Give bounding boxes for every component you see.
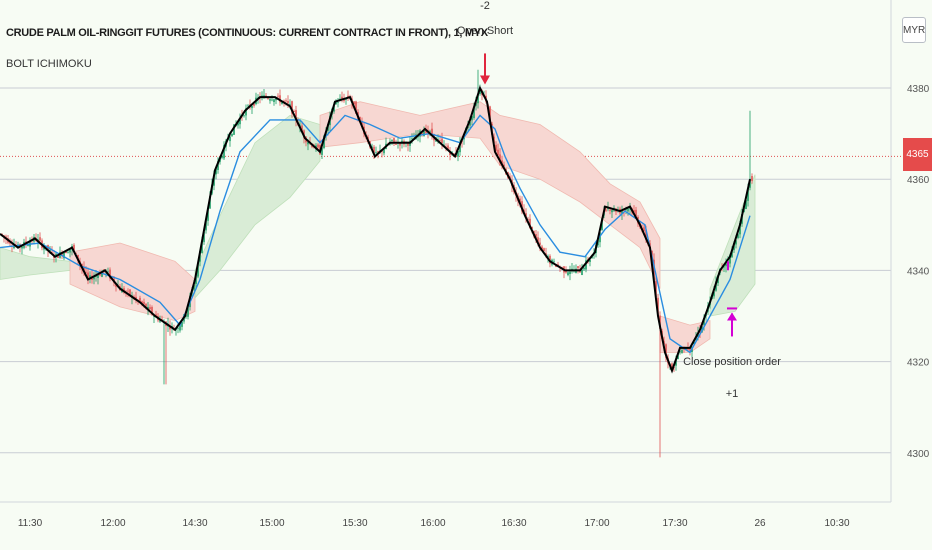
bull-candle bbox=[269, 97, 271, 104]
bear-candle bbox=[563, 266, 565, 279]
x-tick-label: 15:30 bbox=[342, 518, 367, 529]
x-tick-label: 17:00 bbox=[584, 518, 609, 529]
open-short-arrow-head bbox=[480, 75, 490, 85]
indicator-lines bbox=[0, 85, 751, 374]
bear-candle bbox=[135, 291, 137, 304]
bear-candle bbox=[293, 109, 295, 112]
x-tick-label: 12:00 bbox=[100, 518, 125, 529]
bull-candle bbox=[231, 133, 233, 137]
bull-candle bbox=[217, 157, 219, 174]
bull-candle bbox=[723, 265, 725, 272]
bear-candle bbox=[279, 89, 281, 106]
bull-candle bbox=[571, 263, 573, 274]
bear-candle bbox=[317, 143, 319, 149]
bear-candle bbox=[751, 173, 753, 184]
cloud-segment-bear bbox=[69, 242, 196, 322]
y-tick-label: 4360 bbox=[907, 175, 930, 186]
x-tick-label: 16:00 bbox=[420, 518, 445, 529]
bull-candle bbox=[409, 137, 411, 152]
cloud-segment-bear bbox=[319, 101, 661, 289]
x-tick-label: 10:30 bbox=[824, 518, 849, 529]
bull-candle bbox=[243, 114, 245, 118]
bull-candle bbox=[749, 110, 751, 191]
bull-candle bbox=[611, 208, 613, 218]
bull-candle bbox=[573, 265, 575, 273]
close-position-arrow-head bbox=[727, 312, 737, 321]
trade-annotations: -2 Open Short Close position order +1 bbox=[457, 0, 781, 400]
bear-candle bbox=[127, 288, 129, 298]
bull-candle bbox=[21, 245, 23, 255]
bull-candle bbox=[375, 146, 377, 154]
bull-candle bbox=[589, 259, 591, 267]
bull-candle bbox=[163, 319, 165, 385]
indicator-legend[interactable]: BOLT ICHIMOKU bbox=[6, 58, 92, 70]
bear-candle bbox=[87, 267, 89, 285]
bull-candle bbox=[457, 150, 459, 162]
x-tick-label: 26 bbox=[754, 518, 766, 529]
bear-candle bbox=[399, 142, 401, 152]
y-tick-label: 4320 bbox=[907, 358, 930, 369]
last-price-tag: 4365 bbox=[903, 138, 932, 171]
close-position-label: Close position order bbox=[683, 356, 781, 368]
bear-candle bbox=[155, 310, 157, 317]
open-short-label: Open Short bbox=[457, 25, 513, 37]
bull-candle bbox=[477, 69, 479, 109]
bear-candle bbox=[295, 105, 297, 127]
y-tick-label: 4340 bbox=[907, 266, 930, 277]
currency-button[interactable]: MYR bbox=[902, 17, 926, 43]
bear-candle bbox=[497, 143, 499, 157]
bull-candle bbox=[69, 249, 71, 258]
open-short-marker bbox=[480, 53, 490, 85]
bear-candle bbox=[109, 267, 111, 282]
bear-candle bbox=[431, 122, 433, 140]
x-tick-label: 17:30 bbox=[662, 518, 687, 529]
x-tick-label: 14:30 bbox=[182, 518, 207, 529]
x-tick-label: 15:00 bbox=[259, 518, 284, 529]
bear-candle bbox=[347, 90, 349, 101]
cloud-segment-bull bbox=[194, 114, 321, 299]
bull-candle bbox=[627, 207, 629, 216]
bull-candle bbox=[245, 104, 247, 121]
bull-candle bbox=[337, 98, 339, 108]
x-tick-label: 11:30 bbox=[18, 518, 43, 529]
bear-candle bbox=[149, 304, 151, 310]
bear-candle bbox=[169, 320, 171, 336]
bear-candle bbox=[165, 321, 167, 385]
open-short-qty: -2 bbox=[480, 0, 490, 12]
axis-layer: 4300 4320 4340 4360 4380 11:30 12:00 14:30 15:00… bbox=[18, 84, 930, 529]
signal-tick bbox=[727, 261, 729, 271]
bull-candle bbox=[569, 265, 571, 281]
bull-candle bbox=[239, 113, 241, 129]
y-tick-label: 4380 bbox=[907, 84, 930, 95]
close-position-qty: +1 bbox=[726, 388, 739, 400]
bear-candle bbox=[441, 132, 443, 150]
close-position-marker bbox=[727, 307, 737, 337]
bull-candle bbox=[575, 264, 577, 274]
conversion-line bbox=[0, 85, 751, 374]
bull-candle bbox=[273, 98, 275, 106]
bull-candle bbox=[261, 91, 263, 101]
bull-candle bbox=[567, 271, 569, 277]
y-tick-label: 4300 bbox=[907, 449, 930, 460]
bull-candle bbox=[247, 104, 249, 107]
bull-candle bbox=[621, 205, 623, 220]
bull-candle bbox=[93, 272, 95, 285]
chart-title: CRUDE PALM OIL-RINGGIT FUTURES (CONTINUO… bbox=[6, 27, 488, 39]
x-tick-label: 16:30 bbox=[501, 518, 526, 529]
